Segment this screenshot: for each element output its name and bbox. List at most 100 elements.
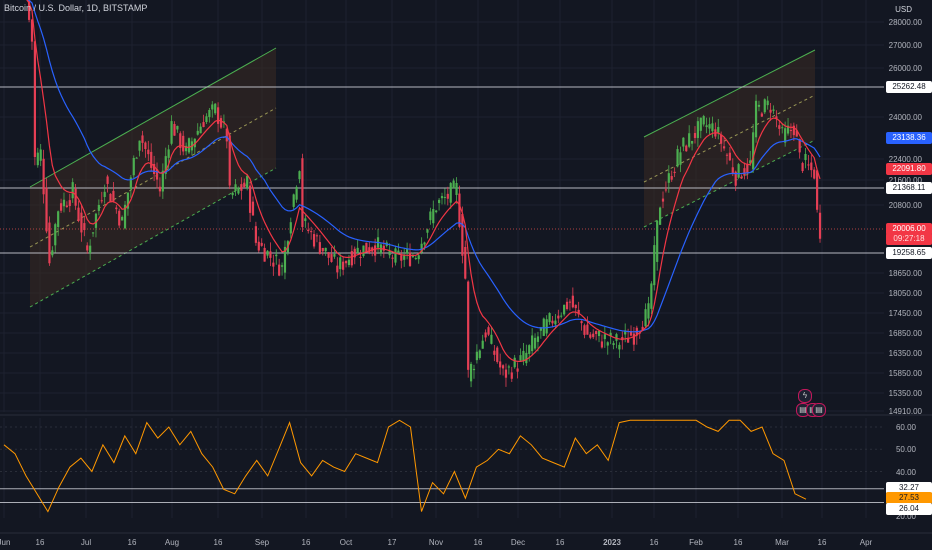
candle-body [129,177,132,189]
candle-body [513,357,516,368]
candle-body [592,333,595,338]
rsi-pane [0,419,884,513]
candle-body [801,163,804,172]
candle-body [147,149,150,155]
candle-body [298,171,301,180]
candle-body [615,334,618,341]
candle-body [469,363,473,382]
time-tick-label: Feb [689,538,703,547]
candle-body [743,168,746,176]
candle-body [661,198,665,202]
candle-body [243,182,246,188]
candle-body [205,116,208,123]
candle-body [676,149,679,167]
candle-body [740,176,743,179]
time-tick-label: Apr [860,538,873,547]
moving-averages [26,0,821,362]
channel-2022-mid [29,107,277,248]
candle-body [289,222,292,234]
candle-body [118,210,121,226]
candle-body [600,341,604,348]
candle-body [449,183,452,203]
candle-body [571,295,574,308]
candle-body [464,246,467,279]
time-tick-label: 16 [302,538,311,547]
candle-body [86,245,89,251]
candle-body [804,153,807,161]
candle-body [254,226,257,243]
candle-body [237,187,240,194]
candle-body [769,109,772,113]
lightning-icon[interactable]: ϟ [798,389,812,403]
candle-body [786,125,790,134]
candle-body [100,200,103,202]
candle-body [609,332,612,337]
candle-body [400,255,403,261]
candle-body [766,100,769,106]
candle-body [304,218,307,222]
candle-body [196,130,199,135]
candle-body [699,117,702,131]
candle-body [481,340,484,349]
candle-body [138,140,141,151]
candle-body [475,351,478,361]
price-tick-label: 24000.00 [889,113,923,122]
price-tick-label: 21600.00 [889,176,923,185]
candle-body [312,234,316,247]
us-flag-icon[interactable]: ▤ [812,403,826,417]
candle-body [112,190,115,202]
candle-body [59,203,63,211]
candle-body [583,325,586,335]
candle-body [411,256,415,258]
candle-body [324,247,327,252]
candle-body [350,251,353,266]
price-tick-label: 28000.00 [889,18,923,27]
channel-2023-fill [644,50,815,227]
candle-body [525,352,528,364]
candle-body [187,138,191,153]
ema-fast-line [26,0,821,362]
candle-body [734,171,737,186]
candle-body [275,254,278,257]
candle-body [452,180,455,189]
candle-body [225,128,228,142]
candle-body [344,260,348,264]
price-tag: 32.27 [886,482,932,494]
price-tick-label: 18650.00 [889,269,923,278]
time-tick-label: 16 [36,538,45,547]
candle-body [685,145,688,152]
candle-body [754,100,758,138]
candle-body [757,104,761,107]
candle-body [533,337,537,349]
price-tick-label: 15850.00 [889,369,923,378]
candle-body [321,247,324,252]
channel-2022-lower [29,167,277,308]
candle-body [141,135,144,143]
candle-body [403,255,406,260]
candle-body [45,187,48,232]
candle-body [522,350,525,362]
candle-body [406,249,409,254]
price-tag: 20006.00 [886,223,932,235]
candle-body [97,204,100,211]
candle-body [394,248,397,263]
candle-body [144,142,147,150]
candle-body [717,127,720,133]
candle-body [106,176,109,184]
candle-body [71,182,74,199]
candle-body [722,146,726,149]
symbol-title[interactable]: Bitcoin / U.S. Dollar, 1D, BITSTAMP [4,3,148,13]
candle-body [417,255,420,260]
candle-body [240,184,243,191]
candle-body [155,169,159,180]
time-tick-label: Nov [429,538,443,547]
time-tick-label: 17 [388,538,397,547]
candle-body [318,242,321,254]
price-tag: 23138.36 [886,132,932,144]
candle-body [170,121,173,144]
candle-body [510,372,513,379]
candle-body [440,196,444,199]
candle-body [778,125,781,129]
candle-body [68,200,71,207]
